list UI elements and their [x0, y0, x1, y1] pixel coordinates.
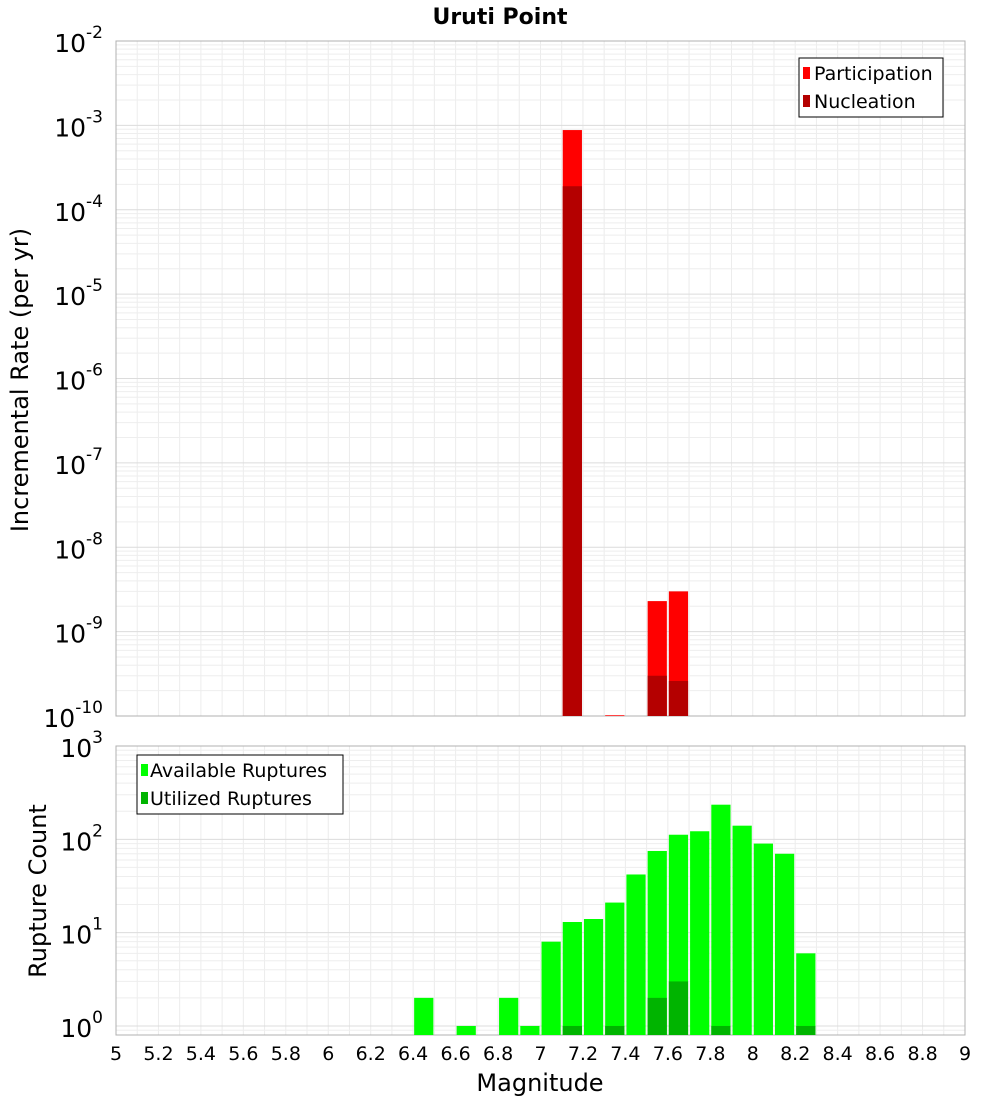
rate-bars	[562, 130, 689, 717]
legend-label-nucleation: Nucleation	[814, 91, 916, 113]
x-tick-label: 7	[534, 1043, 546, 1065]
legend-label-participation: Participation	[814, 63, 933, 85]
bar-nucleation	[647, 675, 667, 716]
rate-legend-box	[798, 57, 944, 118]
chart-title: Uruti Point	[432, 5, 568, 30]
bar-available-ruptures	[753, 843, 773, 1035]
bar-nucleation	[668, 680, 689, 716]
count-legend-box	[136, 754, 344, 815]
y-tick-label: 10-3	[54, 107, 103, 142]
y-tick-label: 10-4	[54, 192, 103, 227]
bar-available-ruptures	[626, 874, 646, 1035]
bar-available-ruptures	[414, 997, 434, 1035]
x-tick-label: 6.2	[356, 1043, 386, 1065]
x-axis-label: Magnitude	[476, 1069, 603, 1097]
bar-available-ruptures	[711, 804, 731, 1035]
x-tick-label: 8.8	[907, 1043, 937, 1065]
bar-utilized-ruptures	[796, 1025, 816, 1035]
bar-available-ruptures	[456, 1025, 476, 1035]
legend-swatch-available-ruptures	[141, 764, 148, 776]
bar-available-ruptures	[499, 997, 519, 1035]
bar-utilized-ruptures	[562, 1025, 582, 1035]
y-tick-label: 10-7	[54, 445, 103, 480]
y-tick-label: 10-10	[43, 698, 103, 733]
count-plot-frame	[115, 745, 966, 1036]
x-tick-label: 6.6	[440, 1043, 470, 1065]
x-tick-label: 7.6	[653, 1043, 683, 1065]
y-tick-label: 10-5	[54, 276, 103, 311]
x-tick-label: 7.2	[568, 1043, 598, 1065]
bar-available-ruptures	[796, 953, 816, 1035]
y-tick-label: 100	[60, 1008, 103, 1043]
rate-panel: 10-10 10-9 10-8 10-7 10-6 10-5 10-4 10-3 10-2 In…	[6, 23, 966, 733]
bar-available-ruptures	[583, 919, 604, 1035]
legend-swatch-utilized-ruptures	[141, 792, 148, 804]
x-tick-label: 5	[110, 1043, 122, 1065]
rate-plot-frame	[115, 40, 966, 717]
count-y-axis-label: Rupture Count	[24, 804, 52, 978]
bar-available-ruptures	[774, 853, 795, 1035]
legend-swatch-nucleation	[803, 95, 810, 107]
x-tick-label: 7.4	[610, 1043, 640, 1065]
y-tick-label: 103	[60, 728, 103, 763]
x-tick-label: 5.4	[186, 1043, 216, 1065]
bar-nucleation	[562, 186, 582, 717]
magnitude-x-ticks: 5 5.2 5.4 5.6 5.8 6 6.2 6.4 6.6 6.8 7 7.2 7.4 7.6 7.8 8…	[110, 1043, 971, 1065]
y-tick-label: 10-9	[54, 614, 103, 649]
x-tick-label: 7.8	[695, 1043, 725, 1065]
bar-available-ruptures	[690, 831, 710, 1035]
x-tick-label: 6.4	[398, 1043, 428, 1065]
x-tick-label: 5.6	[228, 1043, 258, 1065]
x-tick-label: 8.2	[780, 1043, 810, 1065]
bar-utilized-ruptures	[605, 1025, 625, 1035]
bar-utilized-ruptures	[668, 981, 689, 1035]
rate-panel-grid	[115, 41, 966, 717]
bar-utilized-ruptures	[711, 1025, 731, 1035]
rate-y-ticks: 10-10 10-9 10-8 10-7 10-6 10-5 10-4 10-3 10-2	[43, 23, 103, 733]
bar-participation	[605, 715, 625, 716]
legend-label-available-ruptures: Available Ruptures	[150, 760, 327, 782]
x-tick-label: 8	[747, 1043, 759, 1065]
bar-available-ruptures	[562, 922, 582, 1035]
x-tick-label: 6	[322, 1043, 334, 1065]
bar-available-ruptures	[541, 941, 561, 1035]
y-tick-label: 10-8	[54, 529, 103, 564]
legend-swatch-participation	[803, 67, 810, 79]
y-tick-label: 101	[60, 915, 103, 950]
y-tick-label: 102	[60, 821, 103, 856]
bar-available-ruptures	[732, 825, 752, 1035]
bar-utilized-ruptures	[647, 997, 667, 1035]
x-tick-label: 8.4	[823, 1043, 853, 1065]
rate-y-axis-label: Incremental Rate (per yr)	[6, 228, 34, 532]
x-tick-label: 5.2	[143, 1043, 173, 1065]
count-panel: 100 101 102 103 5 5.2 5.4 5.6 5.8 6 6.2 6.4 6.6 6.8 7…	[24, 728, 971, 1097]
x-tick-label: 8.6	[865, 1043, 895, 1065]
legend-label-utilized-ruptures: Utilized Ruptures	[150, 788, 312, 810]
bar-available-ruptures	[605, 902, 625, 1035]
y-tick-label: 10-2	[54, 23, 103, 58]
x-tick-label: 5.8	[271, 1043, 301, 1065]
x-tick-label: 9	[959, 1043, 971, 1065]
y-tick-label: 10-6	[54, 361, 103, 396]
bar-available-ruptures	[647, 850, 667, 1035]
count-bars	[414, 804, 816, 1035]
bar-available-ruptures	[520, 1025, 540, 1035]
rate-legend: Participation Nucleation	[798, 57, 944, 118]
count-y-ticks: 100 101 102 103	[60, 728, 103, 1043]
x-tick-label: 6.8	[483, 1043, 513, 1065]
count-legend: Available Ruptures Utilized Ruptures	[136, 754, 344, 815]
